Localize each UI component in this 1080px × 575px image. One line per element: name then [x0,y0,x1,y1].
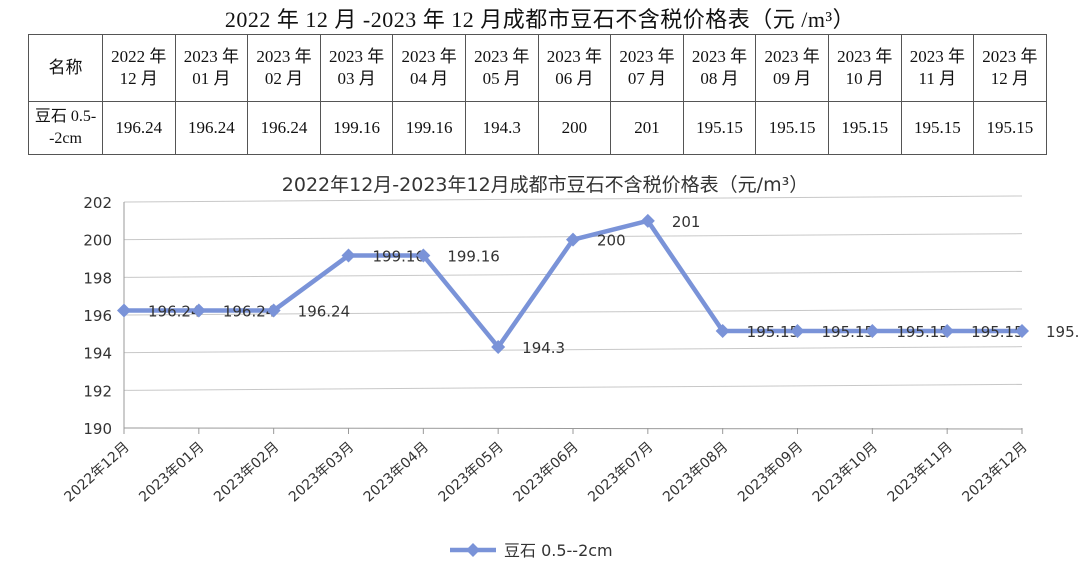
value-cell: 199.16 [392,101,466,155]
y-tick-label: 190 [83,420,112,438]
data-point-marker [341,248,356,263]
header-cell: 2023 年 12 月 [973,34,1047,102]
value-cell: 199.16 [319,101,394,155]
value-cell: 196.24 [102,101,176,155]
chart-legend: 豆石 0.5--2cm [450,541,613,560]
gridline [123,270,1023,278]
data-label: 199.16 [447,247,500,265]
data-point-marker [491,340,506,355]
header-cell: 2023 年 02 月 [247,34,321,102]
series-plot: 196.24 196.24 196.24 199.16 199.16 194.3 200 20… [117,213,1080,357]
x-tick-label: 2023年08月 [660,439,731,505]
y-tick-label: 198 [83,269,112,287]
data-label: 196.24 [223,302,275,320]
header-cell: 2023 年 04 月 [392,34,466,102]
x-tick-label: 2023年03月 [286,439,357,505]
x-tick-label: 2023年10月 [810,439,881,505]
value-cell: 195.15 [827,101,902,155]
header-cell: 2023 年 07 月 [610,34,684,102]
row-name-cell: 豆石 0.5--2cm [28,101,103,155]
data-label: 195.15 [971,323,1024,341]
y-tick-label: 200 [83,232,112,250]
data-label: 196.24 [148,302,201,320]
table-title: 2022 年 12 月 -2023 年 12 月成都市豆石不含税价格表（元 /m… [224,7,856,32]
value-cell: 195.15 [973,101,1047,155]
data-point-marker [266,303,281,318]
header-cell: 2023 年 06 月 [537,34,612,102]
data-label: 195.15 [822,323,875,341]
y-tick-labels: 190 192 194 196 198 200 202 [83,194,112,438]
data-label: 200 [597,232,626,250]
x-tick-label: 2023年09月 [735,439,806,505]
x-tick-label: 2023年07月 [585,439,656,505]
x-tick-label: 2022年12月 [61,439,132,505]
x-tick-label: 2023年04月 [361,439,432,505]
data-label: 195.15 [1046,323,1080,341]
value-cell: 195.15 [682,101,757,155]
value-cell: 194.3 [464,101,539,155]
data-point-marker [191,303,206,318]
data-point-marker [790,324,805,339]
data-point-marker [416,248,431,263]
x-tick-label: 2023年06月 [510,439,581,505]
value-cell: 195.15 [900,101,975,155]
y-tick-label: 194 [83,345,112,363]
chart-grid [123,195,1023,391]
price-line-chart: 2022年12月-2023年12月成都市豆石不含税价格表（元/m³） 19019… [61,174,1080,560]
chart-axes [123,202,1023,434]
header-cell: 2023 年 03 月 [319,34,394,102]
data-point-marker [566,232,580,247]
header-cell: 2023 年 09 月 [755,34,829,102]
x-tick-label: 2023年01月 [136,439,207,505]
gridline [123,383,1023,391]
y-tick-label: 192 [83,382,112,400]
y-tick-label: 196 [83,307,112,325]
gridline [123,195,1023,203]
header-name-cell: 名称 [28,34,103,102]
data-label: 195.15 [896,323,949,341]
x-tick-label: 2023年12月 [959,439,1030,505]
legend-marker [466,543,480,557]
data-label: 199.16 [373,247,426,265]
legend-label: 豆石 0.5--2cm [504,541,613,560]
header-cell: 2022 年 12 月 [102,34,176,102]
value-cell: 196.24 [247,101,321,155]
x-tick-label: 2023年02月 [211,439,282,505]
x-tick-labels: 2022年12月 2023年01月 2023年02月 2023年03月 2023年04月… [61,439,1030,505]
data-point-marker [117,303,131,318]
chart-title: 2022年12月-2023年12月成都市豆石不含税价格表（元/m³） [282,174,808,196]
table-data-row: 豆石 0.5--2cm 196.24 196.24 196.24 199.16 199.… [28,101,1047,155]
header-cell: 2023 年 05 月 [464,34,539,102]
header-cell: 2023 年 10 月 [827,34,902,102]
value-cell: 196.24 [174,101,249,155]
data-point-marker [715,324,730,339]
data-label: 201 [672,213,701,231]
data-label: 194.3 [522,339,565,357]
y-tick-label: 202 [83,194,112,212]
data-point-marker [865,324,880,339]
value-cell: 200 [537,101,612,155]
header-cell: 2023 年 01 月 [174,34,249,102]
gridline [123,346,1023,354]
value-cell: 201 [610,101,684,155]
data-label: 196.24 [298,302,351,320]
data-label: 195.15 [747,323,800,341]
header-cell: 2023 年 11 月 [900,34,975,102]
value-cell: 195.15 [755,101,829,155]
data-point-marker [1015,324,1029,339]
x-tick-label: 2023年05月 [436,439,507,505]
header-cell: 2023 年 08 月 [682,34,757,102]
data-point-marker [940,324,955,339]
x-tick-label: 2023年11月 [885,439,956,505]
